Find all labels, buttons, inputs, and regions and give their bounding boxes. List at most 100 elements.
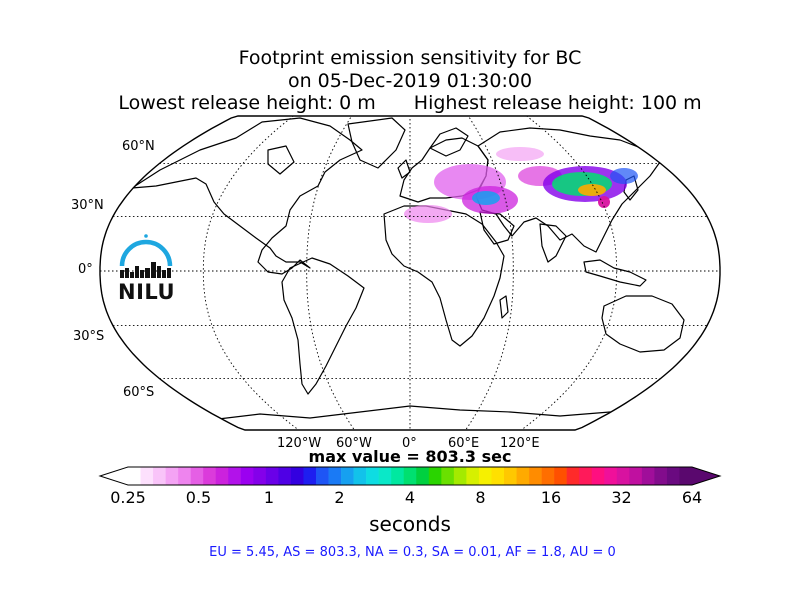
nilu-logo-text: NILU bbox=[118, 280, 176, 304]
colorbar-tick-label: 8 bbox=[475, 488, 486, 507]
colorbar-cell bbox=[303, 467, 317, 485]
colorbar-units: seconds bbox=[369, 512, 451, 536]
emission-sensitivity-footprint bbox=[404, 147, 638, 223]
madagascar bbox=[499, 295, 509, 319]
colorbar-cell bbox=[178, 467, 191, 485]
colorbar-cell bbox=[616, 467, 630, 485]
scandinavia bbox=[429, 127, 469, 157]
highest-release-height: Highest release height: 100 m bbox=[413, 92, 702, 114]
colorbar-cell bbox=[666, 467, 680, 485]
colorbar-cell bbox=[215, 467, 229, 485]
colorbar-cell bbox=[203, 467, 217, 485]
colorbar-tick-label: 64 bbox=[681, 488, 703, 507]
colorbar-cell bbox=[316, 467, 329, 485]
colorbar-cell bbox=[554, 467, 567, 485]
meridian-line bbox=[519, 116, 618, 430]
lat-label-60s: 60°S bbox=[123, 385, 155, 400]
colorbar-cell bbox=[491, 467, 505, 485]
colorbar-tick-label: 0.5 bbox=[185, 488, 212, 507]
colorbar-cell bbox=[654, 467, 668, 485]
colorbar-cell bbox=[504, 467, 517, 485]
colorbar-cell bbox=[165, 467, 179, 485]
colorbar-cell bbox=[629, 467, 643, 485]
colorbar-cell bbox=[591, 467, 605, 485]
colorbar-tick-label: 4 bbox=[404, 488, 416, 507]
colorbar-cell bbox=[128, 467, 141, 485]
colorbar-cell bbox=[391, 467, 405, 485]
colorbar-outline bbox=[98, 466, 722, 486]
colorbar-cell bbox=[265, 467, 279, 485]
colorbar-cell bbox=[366, 467, 379, 485]
lon-label-60w: 60°W bbox=[336, 436, 372, 451]
lat-label-60n: 60°N bbox=[122, 139, 155, 154]
colorbar-cell bbox=[378, 467, 392, 485]
colorbar-cell bbox=[353, 467, 367, 485]
arabia bbox=[479, 211, 515, 245]
india bbox=[539, 223, 567, 263]
colorbar-cell bbox=[516, 467, 530, 485]
colorbar-cell bbox=[290, 467, 304, 485]
lat-label-30s: 30°S bbox=[73, 329, 105, 344]
graticule bbox=[100, 116, 720, 430]
colorbar-cell bbox=[240, 467, 254, 485]
lowest-release-height: Lowest release height: 0 m bbox=[118, 92, 376, 114]
africa-outline bbox=[383, 205, 505, 347]
colorbar-extend-low bbox=[100, 467, 128, 485]
lon-label-120e: 120°E bbox=[500, 436, 540, 451]
colorbar-cell bbox=[341, 467, 354, 485]
lon-label-120w: 120°W bbox=[277, 436, 322, 451]
map-boundary bbox=[99, 115, 721, 431]
colorbar-tick-label: 0.25 bbox=[110, 488, 146, 507]
title-line-1: Footprint emission sensitivity for BC bbox=[238, 47, 582, 69]
region-summary: EU = 5.45, AS = 803.3, NA = 0.3, SA = 0.… bbox=[209, 545, 616, 560]
north-america-outline bbox=[131, 117, 363, 275]
lon-label-0: 0° bbox=[402, 436, 417, 451]
footprint-arctic-russia bbox=[496, 147, 544, 161]
footprint-china-high bbox=[578, 184, 606, 196]
lon-label-60e: 60°E bbox=[448, 436, 480, 451]
meridian-line bbox=[202, 116, 301, 430]
colorbar-cell bbox=[641, 467, 655, 485]
max-value-label: max value = 803.3 sec bbox=[308, 447, 512, 466]
colorbar-cell bbox=[190, 467, 204, 485]
colorbar-cell bbox=[566, 467, 580, 485]
title-line-3: Lowest release height: 0 m Highest releas… bbox=[0, 92, 800, 114]
colorbar-cell bbox=[253, 467, 267, 485]
colorbar-cell bbox=[328, 467, 342, 485]
colorbar-cell bbox=[679, 467, 693, 485]
colorbar-extend-high bbox=[692, 467, 720, 485]
nilu-logo-skyline bbox=[120, 262, 171, 278]
colorbar-cell bbox=[278, 467, 292, 485]
colorbar-cell bbox=[416, 467, 430, 485]
southeast-asia-islands bbox=[583, 259, 647, 287]
colorbar-cell bbox=[228, 467, 242, 485]
colorbar-cell bbox=[153, 467, 166, 485]
colorbar-tick-label: 16 bbox=[540, 488, 562, 507]
title-line-2: on 05-Dec-2019 01:30:00 bbox=[287, 70, 533, 92]
colorbar-cell bbox=[403, 467, 417, 485]
colorbar-tick-label: 1 bbox=[263, 488, 275, 507]
colorbar-cell bbox=[453, 467, 467, 485]
colorbar-cell bbox=[529, 467, 542, 485]
greenland-outline bbox=[347, 117, 406, 169]
footprint-middle-east-core bbox=[472, 191, 500, 205]
colorbar-cell bbox=[541, 467, 555, 485]
colorbar-tick-label: 2 bbox=[334, 488, 345, 507]
colorbar-cell bbox=[478, 467, 492, 485]
nilu-logo-arc bbox=[119, 239, 173, 267]
colorbar-cell bbox=[441, 467, 455, 485]
colorbar-cell bbox=[466, 467, 480, 485]
lat-label-30n: 30°N bbox=[71, 198, 104, 213]
lat-label-0: 0° bbox=[78, 262, 93, 277]
colorbar-cell bbox=[604, 467, 618, 485]
colorbar-cells bbox=[100, 467, 720, 485]
nilu-logo-dot bbox=[144, 234, 148, 238]
colorbar-cell bbox=[140, 467, 154, 485]
meridian-line bbox=[464, 116, 514, 430]
colorbar-tick-label: 32 bbox=[611, 488, 632, 507]
footprint-north-africa bbox=[404, 205, 452, 223]
colorbar-cell bbox=[579, 467, 593, 485]
colorbar-cell bbox=[428, 467, 442, 485]
